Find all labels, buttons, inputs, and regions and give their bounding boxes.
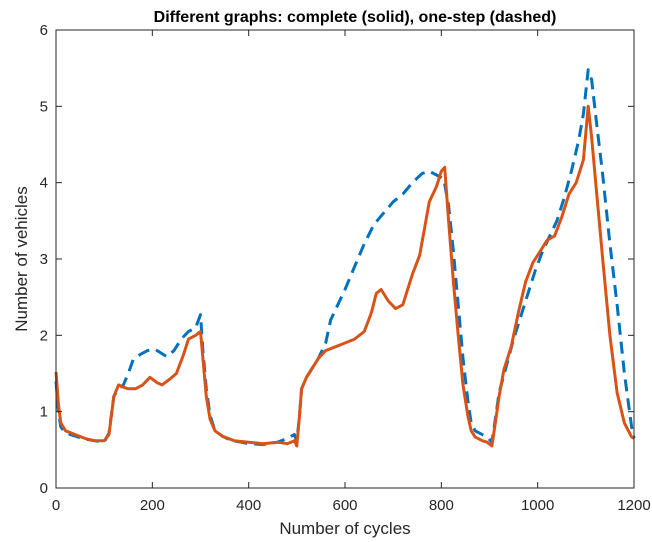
x-tick-label: 400: [236, 497, 261, 514]
y-tick-label: 4: [40, 175, 48, 192]
x-tick-label: 1000: [521, 497, 554, 514]
x-tick-label: 0: [52, 497, 60, 514]
plot-area: 0 200 400 600 800 1000 1200 0 1 2 3 4 5 6: [40, 22, 651, 514]
series-line-one-step-dashed: [54, 68, 636, 446]
x-tick-label: 800: [429, 497, 454, 514]
x-tick-label: 600: [332, 497, 357, 514]
x-axis-label: Number of cycles: [279, 519, 410, 538]
y-tick-label: 0: [40, 480, 48, 497]
y-tick-label: 6: [40, 22, 48, 39]
y-tick-label: 2: [40, 327, 48, 344]
x-tick-label: 1200: [617, 497, 650, 514]
y-tick-label: 5: [40, 98, 48, 115]
series-line-complete-solid: [54, 104, 635, 448]
y-tick-label: 1: [40, 404, 48, 421]
series-layer: [54, 68, 636, 448]
chart-title: Different graphs: complete (solid), one-…: [154, 9, 557, 26]
x-tick-label: 200: [140, 497, 165, 514]
plot-frame-border: [55, 29, 635, 489]
y-tick-label: 3: [40, 251, 48, 268]
y-axis-label: Number of vehicles: [12, 186, 31, 332]
plot-frame: [55, 29, 635, 489]
